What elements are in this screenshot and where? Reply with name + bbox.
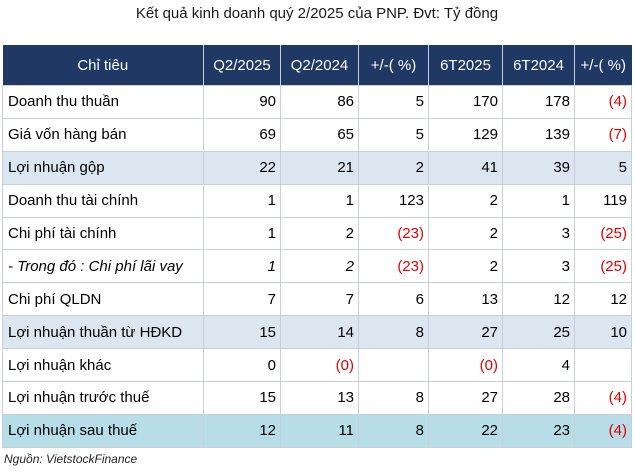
cell: 12 xyxy=(203,413,281,448)
cell: 21 xyxy=(280,150,359,185)
cell: 13 xyxy=(280,381,359,415)
cell: 23 xyxy=(502,413,575,448)
header-q2-2024: Q2/2024 xyxy=(280,45,359,86)
cell xyxy=(358,348,429,383)
cell: 22 xyxy=(428,413,503,448)
table-row: Giá vốn hàng bán 69 65 5 129 139 (7) xyxy=(2,117,632,152)
table-row: Lợi nhuận trước thuế 15 13 8 27 28 (4) xyxy=(2,381,632,415)
row-label: Doanh thu thuần xyxy=(2,85,204,119)
cell: 2 xyxy=(280,216,359,251)
cell: 1 xyxy=(280,183,359,218)
row-label: Lợi nhuận gộp xyxy=(2,150,204,185)
cell: 2 xyxy=(428,216,503,251)
cell: 39 xyxy=(502,150,575,185)
table-row: Doanh thu thuần 90 86 5 170 178 (4) xyxy=(2,85,632,119)
cell: 8 xyxy=(358,413,429,448)
cell: (23) xyxy=(358,249,429,284)
header-change-quarter: +/-( %) xyxy=(358,45,429,86)
header-change-half: +/-( %) xyxy=(574,45,632,86)
table-row: Lợi nhuận sau thuế 12 11 8 22 23 (4) xyxy=(2,413,632,448)
table-title: Kết quả kinh doanh quý 2/2025 của PNP. Đ… xyxy=(135,5,499,22)
cell: 41 xyxy=(428,150,503,185)
cell: 86 xyxy=(280,85,359,119)
table-row: - Trong đó : Chi phí lãi vay 1 2 (23) 2 … xyxy=(2,249,632,284)
row-label: Doanh thu tài chính xyxy=(2,183,204,218)
header-6t2025: 6T2025 xyxy=(428,45,503,86)
cell: 4 xyxy=(502,348,575,383)
cell: 28 xyxy=(502,381,575,415)
cell: 5 xyxy=(358,117,429,152)
cell: (25) xyxy=(574,216,632,251)
cell: 7 xyxy=(280,282,359,317)
table-row: Lợi nhuận thuần từ HĐKD 15 14 8 27 25 10 xyxy=(2,315,632,350)
row-label: Lợi nhuận thuần từ HĐKD xyxy=(2,315,204,350)
cell: 1 xyxy=(203,216,281,251)
header-q2-2025: Q2/2025 xyxy=(203,45,281,86)
table-row: Doanh thu tài chính 1 1 123 2 1 119 xyxy=(2,183,632,218)
cell: (7) xyxy=(574,117,632,152)
cell: (0) xyxy=(428,348,503,383)
row-label: - Trong đó : Chi phí lãi vay xyxy=(2,249,204,284)
header-6t2024: 6T2024 xyxy=(502,45,575,86)
cell: 8 xyxy=(358,315,429,350)
financial-table: Chỉ tiêu Q2/2025 Q2/2024 +/-( %) 6T2025 … xyxy=(2,45,632,448)
cell: 27 xyxy=(428,315,503,350)
cell: 5 xyxy=(358,85,429,119)
cell: 5 xyxy=(574,150,632,185)
header-chi-tieu: Chỉ tiêu xyxy=(2,45,204,86)
row-label: Lợi nhuận khác xyxy=(2,348,204,383)
cell: 1 xyxy=(502,183,575,218)
cell: 14 xyxy=(280,315,359,350)
header-row: Chỉ tiêu Q2/2025 Q2/2024 +/-( %) 6T2025 … xyxy=(2,45,632,86)
table-row: Chi phí QLDN 7 7 6 13 12 12 xyxy=(2,282,632,317)
cell: 12 xyxy=(502,282,575,317)
row-label: Lợi nhuận sau thuế xyxy=(2,413,204,448)
table-row: Lợi nhuận khác 0 (0) (0) 4 xyxy=(2,348,632,383)
cell: 1 xyxy=(203,249,281,284)
row-label: Giá vốn hàng bán xyxy=(2,117,204,152)
cell: (23) xyxy=(358,216,429,251)
cell: 129 xyxy=(428,117,503,152)
cell: 0 xyxy=(203,348,281,383)
cell: 11 xyxy=(280,413,359,448)
cell: 170 xyxy=(428,85,503,119)
row-label: Chi phí tài chính xyxy=(2,216,204,251)
cell: 27 xyxy=(428,381,503,415)
cell: 25 xyxy=(502,315,575,350)
cell: 8 xyxy=(358,381,429,415)
cell: 119 xyxy=(574,183,632,218)
cell: 3 xyxy=(502,249,575,284)
cell: 69 xyxy=(203,117,281,152)
cell: 2 xyxy=(428,249,503,284)
cell: 90 xyxy=(203,85,281,119)
cell: 139 xyxy=(502,117,575,152)
row-label: Lợi nhuận trước thuế xyxy=(2,381,204,415)
cell: 2 xyxy=(280,249,359,284)
table-row: Chi phí tài chính 1 2 (23) 2 3 (25) xyxy=(2,216,632,251)
cell: 7 xyxy=(203,282,281,317)
source-note: Nguồn: VietstockFinance xyxy=(4,452,138,466)
cell: 15 xyxy=(203,315,281,350)
cell: 6 xyxy=(358,282,429,317)
cell: 2 xyxy=(428,183,503,218)
cell: 13 xyxy=(428,282,503,317)
cell: (4) xyxy=(574,85,632,119)
cell: (0) xyxy=(280,348,359,383)
cell: 1 xyxy=(203,183,281,218)
cell: 3 xyxy=(502,216,575,251)
cell: 10 xyxy=(574,315,632,350)
row-label: Chi phí QLDN xyxy=(2,282,204,317)
cell: (25) xyxy=(574,249,632,284)
cell: 15 xyxy=(203,381,281,415)
cell: 65 xyxy=(280,117,359,152)
cell: 22 xyxy=(203,150,281,185)
cell xyxy=(574,348,632,383)
cell: (4) xyxy=(574,413,632,448)
cell: 123 xyxy=(358,183,429,218)
cell: 178 xyxy=(502,85,575,119)
cell: (4) xyxy=(574,381,632,415)
table-row: Lợi nhuận gộp 22 21 2 41 39 5 xyxy=(2,150,632,185)
cell: 2 xyxy=(358,150,429,185)
cell: 12 xyxy=(574,282,632,317)
